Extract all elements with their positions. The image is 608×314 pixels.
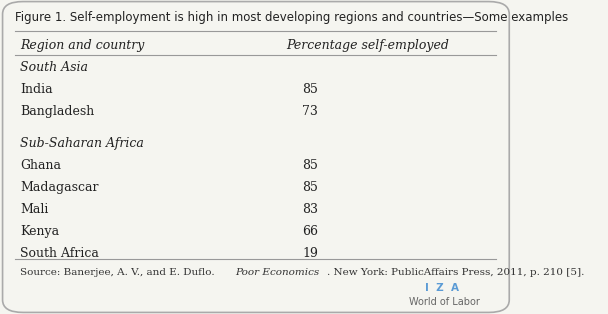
- Text: Percentage self-employed: Percentage self-employed: [286, 39, 449, 52]
- Text: Ghana: Ghana: [21, 159, 61, 172]
- Text: Sub-Saharan Africa: Sub-Saharan Africa: [21, 137, 144, 150]
- Text: 19: 19: [302, 247, 318, 260]
- Text: Region and country: Region and country: [21, 39, 145, 52]
- Text: Madagascar: Madagascar: [21, 181, 99, 194]
- Text: Source: Banerjee, A. V., and E. Duflo.: Source: Banerjee, A. V., and E. Duflo.: [21, 268, 218, 278]
- Text: 85: 85: [302, 159, 318, 172]
- Text: Figure 1. Self-employment is high in most developing regions and countries—Some : Figure 1. Self-employment is high in mos…: [15, 11, 568, 24]
- Text: Kenya: Kenya: [21, 225, 60, 238]
- Text: 73: 73: [302, 105, 318, 118]
- Text: Bangladesh: Bangladesh: [21, 105, 95, 118]
- Text: 66: 66: [302, 225, 318, 238]
- Text: Mali: Mali: [21, 203, 49, 216]
- Text: India: India: [21, 83, 53, 96]
- Text: 83: 83: [302, 203, 318, 216]
- Text: World of Labor: World of Labor: [409, 297, 480, 307]
- Text: South Asia: South Asia: [21, 61, 89, 74]
- Text: Poor Economics: Poor Economics: [235, 268, 320, 278]
- Text: . New York: PublicAffairs Press, 2011, p. 210 [5].: . New York: PublicAffairs Press, 2011, p…: [327, 268, 584, 278]
- Text: South Africa: South Africa: [21, 247, 99, 260]
- Text: 85: 85: [302, 83, 318, 96]
- FancyBboxPatch shape: [2, 2, 510, 312]
- Text: 85: 85: [302, 181, 318, 194]
- Text: I  Z  A: I Z A: [425, 283, 459, 293]
